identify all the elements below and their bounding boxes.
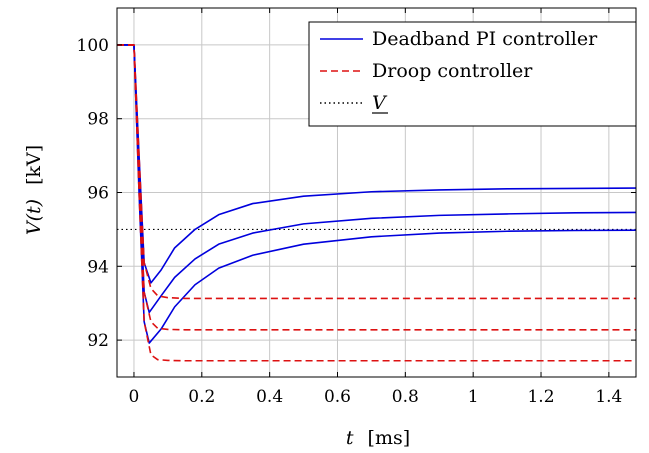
y-tick-label: 96 <box>87 184 109 204</box>
legend: Deadband PI controller Droop controller V <box>308 21 637 127</box>
x-tick-label: 1.2 <box>527 387 554 407</box>
x-tick-label: 0.2 <box>188 387 215 407</box>
y-axis-variable: V(t) <box>23 199 45 235</box>
plot-series <box>117 44 637 362</box>
y-tick-label: 100 <box>77 36 109 56</box>
legend-label: Deadband PI controller <box>372 28 598 50</box>
ticks: 0 0.2 0.4 0.6 0.8 1 1.2 1.4 92 94 96 98 100 <box>77 8 636 407</box>
deadband-pi-curve-3 <box>117 44 637 344</box>
legend-box <box>308 21 637 127</box>
x-tick-label: 0.8 <box>392 387 419 407</box>
droop-curve-3 <box>117 44 636 362</box>
x-tick-label: 0.4 <box>256 387 283 407</box>
y-axis-label: V(t) [kV] <box>23 145 45 235</box>
x-axis-unit: [ms] <box>368 427 411 449</box>
y-tick-label: 98 <box>87 110 109 130</box>
y-tick-label: 92 <box>87 331 109 351</box>
x-tick-label: 1.4 <box>595 387 622 407</box>
y-tick-label: 94 <box>87 257 109 277</box>
x-axis-label: t [ms] <box>346 427 410 449</box>
x-tick-label: 0 <box>129 387 140 407</box>
x-axis-variable: t <box>346 427 354 449</box>
x-tick-label: 1 <box>468 387 479 407</box>
x-tick-label: 0.6 <box>324 387 351 407</box>
legend-label: V <box>372 92 388 114</box>
deadband-pi-curve-2 <box>117 44 637 314</box>
y-axis-unit: [kV] <box>23 145 45 185</box>
legend-label: Droop controller <box>372 60 533 82</box>
